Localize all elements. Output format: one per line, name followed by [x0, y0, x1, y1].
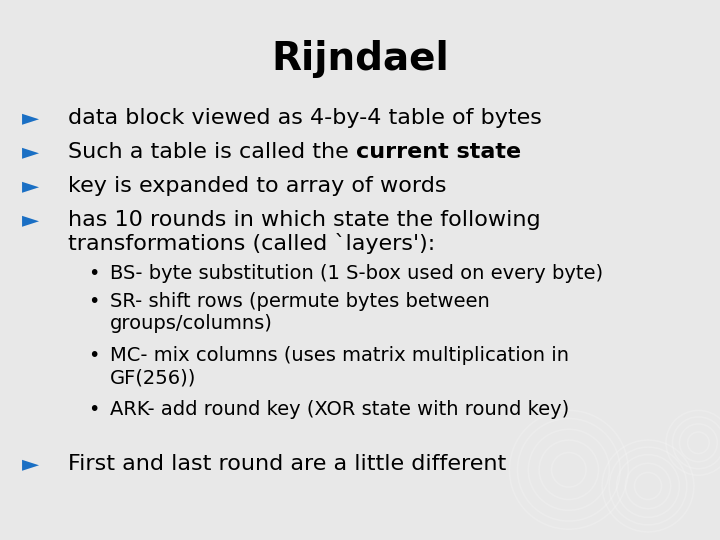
- Text: ►: ►: [22, 210, 39, 230]
- Text: BS- byte substitution (1 S-box used on every byte): BS- byte substitution (1 S-box used on e…: [110, 264, 603, 283]
- Text: ►: ►: [22, 108, 39, 128]
- Text: ARK- add round key (XOR state with round key): ARK- add round key (XOR state with round…: [110, 400, 570, 419]
- Text: •: •: [88, 292, 99, 311]
- Text: ►: ►: [22, 176, 39, 196]
- Text: MC- mix columns (uses matrix multiplication in
GF(256)): MC- mix columns (uses matrix multiplicat…: [110, 346, 569, 387]
- Text: ►: ►: [22, 142, 39, 162]
- Text: Rijndael: Rijndael: [271, 40, 449, 78]
- Text: •: •: [88, 264, 99, 283]
- Text: •: •: [88, 400, 99, 419]
- Text: Such a table is called the: Such a table is called the: [68, 142, 356, 162]
- Text: current state: current state: [356, 142, 521, 162]
- Text: ►: ►: [22, 454, 39, 474]
- Text: key is expanded to array of words: key is expanded to array of words: [68, 176, 446, 196]
- Text: SR- shift rows (permute bytes between
groups/columns): SR- shift rows (permute bytes between gr…: [110, 292, 490, 333]
- Text: data block viewed as 4-by-4 table of bytes: data block viewed as 4-by-4 table of byt…: [68, 108, 542, 128]
- Text: •: •: [88, 346, 99, 365]
- Text: First and last round are a little different: First and last round are a little differ…: [68, 454, 506, 474]
- Text: has 10 rounds in which state the following
transformations (called `layers'):: has 10 rounds in which state the followi…: [68, 210, 541, 254]
